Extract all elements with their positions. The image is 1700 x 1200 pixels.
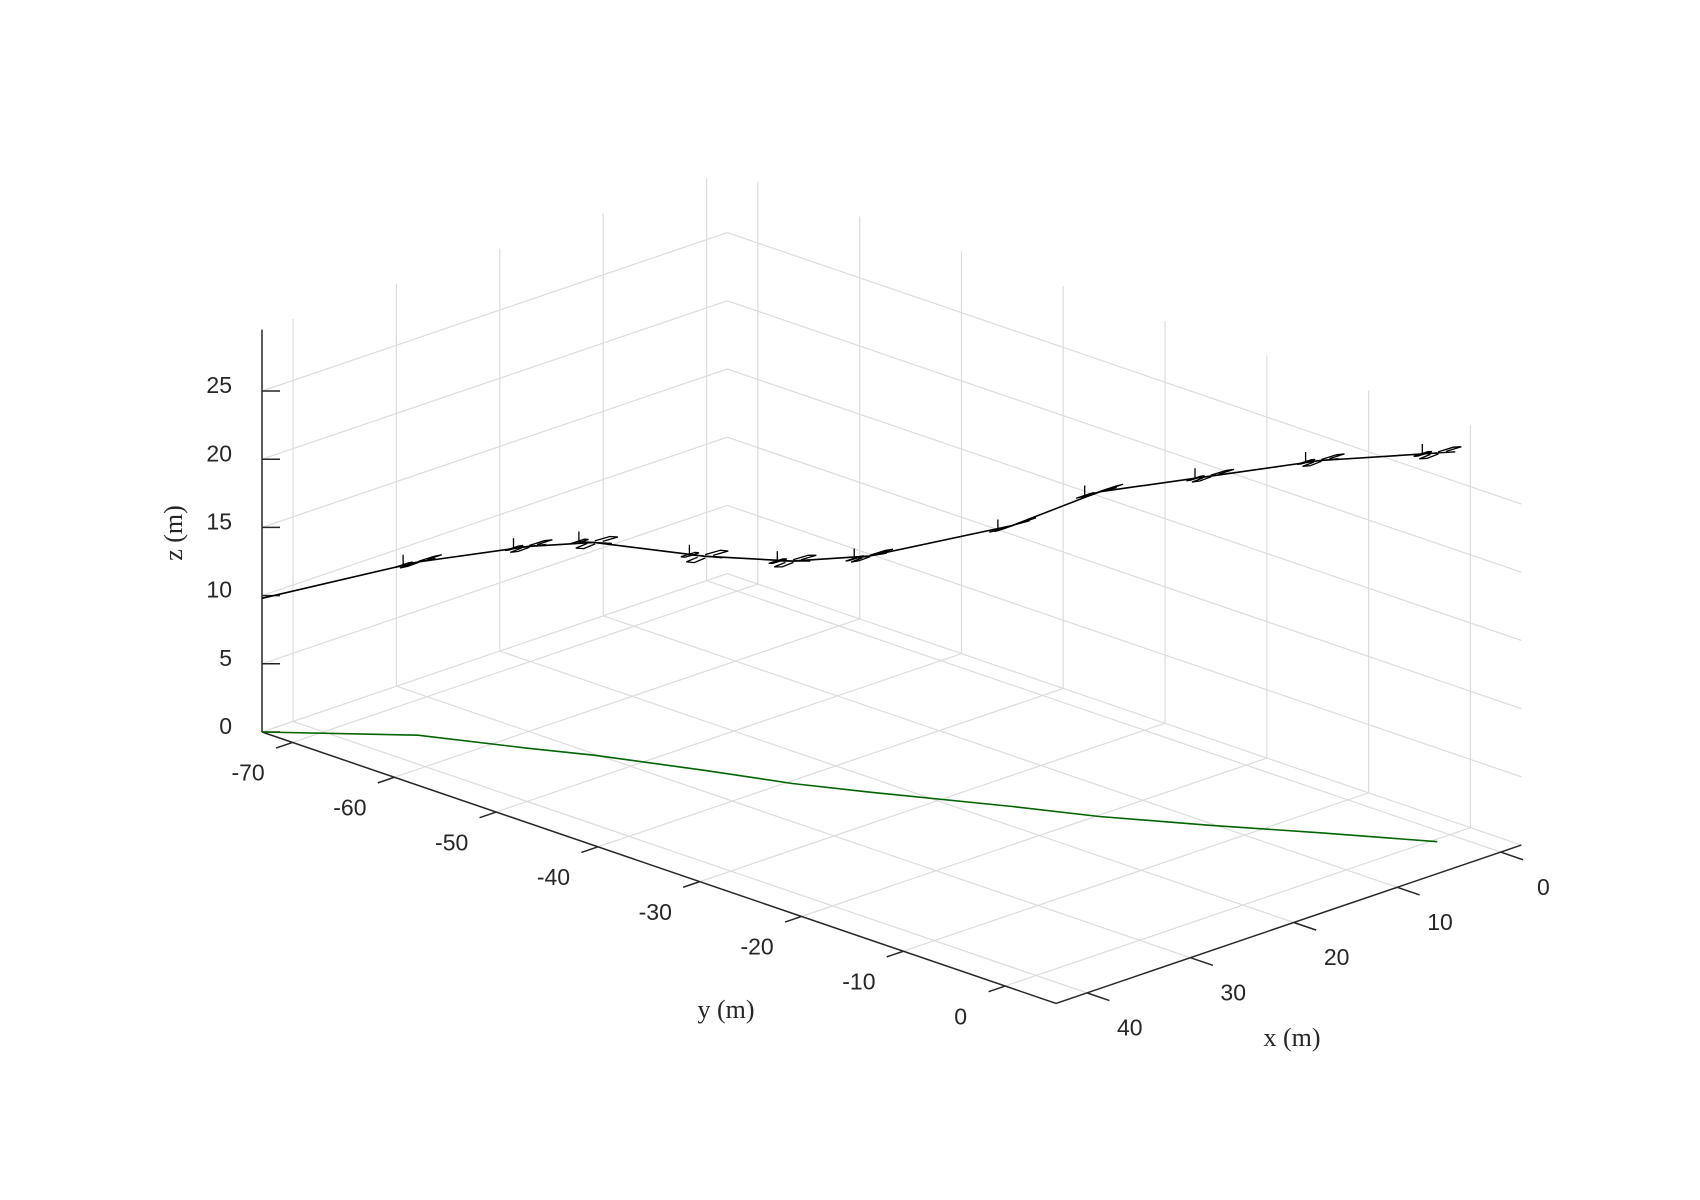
grid-line <box>727 504 1522 778</box>
aircraft <box>989 517 1037 533</box>
x-tick <box>1500 851 1524 861</box>
y-tick-label: -50 <box>435 829 468 855</box>
ground-track <box>261 731 1438 843</box>
y-tick <box>581 846 599 854</box>
x-tick-label: 30 <box>1220 979 1246 1005</box>
aircraft <box>1075 483 1124 499</box>
grid-line <box>706 580 1501 853</box>
x-axis-line <box>1055 844 1522 1005</box>
grid-line <box>261 232 728 392</box>
grid-line <box>727 436 1522 710</box>
z-tick-label: 25 <box>206 372 232 398</box>
x-tick <box>1190 956 1214 967</box>
x-axis-title: x (m) <box>1263 1023 1320 1052</box>
grid-line <box>261 504 728 665</box>
grid-line <box>292 583 759 744</box>
y-tick <box>886 950 904 958</box>
y-tick <box>784 915 802 923</box>
grid-line <box>499 650 1295 924</box>
y-tick-label: -40 <box>537 864 570 890</box>
y-tick-label: -20 <box>740 934 773 960</box>
y-tick <box>377 776 395 784</box>
grid-line <box>495 653 962 813</box>
grid-line <box>261 573 728 733</box>
y-tick <box>275 741 293 749</box>
x-tick <box>1293 921 1317 931</box>
aircraft <box>504 538 553 553</box>
grid-line <box>603 615 1398 888</box>
grid-line <box>1004 827 1471 987</box>
grid-line <box>394 618 860 778</box>
aircraft <box>680 544 729 564</box>
z-tick-label: 15 <box>206 508 232 534</box>
x-tick-label: 10 <box>1427 909 1453 935</box>
y-axis-title: y (m) <box>697 995 754 1024</box>
y-tick-label: -70 <box>231 760 264 786</box>
aircraft <box>845 548 894 563</box>
grid-line <box>903 792 1369 952</box>
aircraft <box>1296 452 1345 468</box>
aircraft <box>570 531 619 550</box>
grid-line <box>727 368 1522 642</box>
grid-line <box>597 687 1064 848</box>
trajectory <box>261 452 1438 600</box>
z-tick-label: 10 <box>206 577 232 603</box>
y-tick <box>682 880 700 888</box>
aircraft <box>394 554 442 569</box>
z-tick-label: 20 <box>206 440 232 466</box>
x-tick-label: 0 <box>1537 874 1550 900</box>
grid-line <box>261 368 728 528</box>
grid-line <box>261 436 728 597</box>
y-tick-label: -10 <box>842 968 875 994</box>
aircraft <box>768 551 817 568</box>
grid-line <box>727 573 1522 846</box>
y-tick <box>479 811 497 819</box>
y-tick-label: 0 <box>954 1003 967 1029</box>
z-axis-title: z (m) <box>159 505 188 561</box>
grid-line <box>801 757 1268 918</box>
y-axis-line <box>261 731 1057 1005</box>
y-tick-label: -60 <box>333 794 366 820</box>
x-tick-label: 40 <box>1117 1015 1143 1041</box>
grid-line <box>261 300 728 460</box>
y-tick-label: -30 <box>639 899 672 925</box>
aircraft <box>1186 468 1235 483</box>
x-tick-label: 20 <box>1324 944 1350 970</box>
grid-line <box>396 685 1191 959</box>
z-tick-label: 0 <box>219 713 232 739</box>
x-tick <box>1397 886 1420 896</box>
x-tick <box>1086 992 1110 1002</box>
z-tick-label: 5 <box>219 645 232 671</box>
grid-line <box>699 722 1166 883</box>
grid-line <box>727 300 1522 573</box>
y-tick <box>988 985 1006 993</box>
aircraft <box>1413 443 1462 460</box>
grid-line <box>292 720 1088 994</box>
grid-line <box>727 232 1522 505</box>
